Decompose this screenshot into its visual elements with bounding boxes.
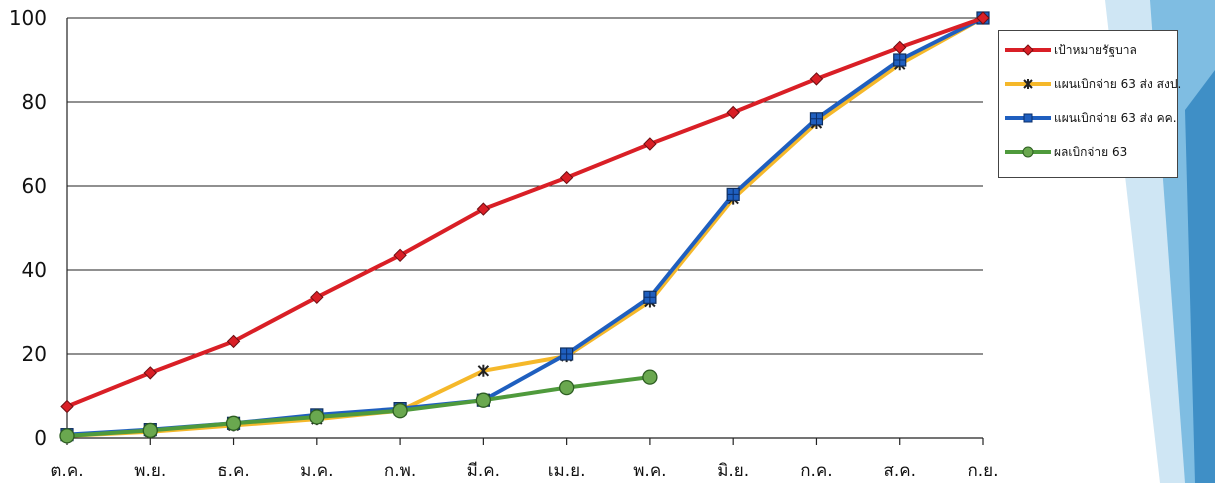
- data-point: [976, 11, 990, 25]
- y-tick-label: 60: [22, 174, 47, 198]
- data-point: [475, 392, 492, 408]
- series-0: [60, 11, 990, 414]
- data-point-detail: [810, 112, 823, 125]
- y-tick-label: 20: [22, 342, 47, 366]
- legend-item-plan-ministry: แผนเบิกจ่าย 63 ส่ง คค.: [1005, 107, 1177, 129]
- legend-swatch-plan-budget-bureau: [1005, 79, 1051, 89]
- data-point: [309, 409, 325, 425]
- series-line: [66, 375, 651, 438]
- data-point: [225, 415, 242, 431]
- y-tick-label: 80: [22, 90, 47, 114]
- data-point: [642, 369, 658, 385]
- x-tick-label: ต.ค.: [50, 461, 83, 481]
- series-line: [66, 16, 984, 438]
- label-layer: 0 20 40 60 80 100 ต.ค. พ.ย. ธ.ค. ม.ค. ก.พ. มี.ค. เม.…: [9, 6, 999, 481]
- series-2: [60, 11, 990, 442]
- x-tick-label: ก.ค.: [800, 461, 832, 481]
- y-tick-label: 0: [34, 426, 47, 450]
- data-point: [559, 170, 574, 185]
- data-point: [726, 105, 740, 120]
- x-tick-label: มี.ค.: [467, 461, 500, 481]
- x-tick-label: พ.ค.: [633, 461, 666, 481]
- legend-label: ผลเบิกจ่าย 63: [1054, 144, 1128, 159]
- series-3: [59, 369, 658, 444]
- data-point: [393, 248, 407, 263]
- legend-swatch-government-target: [1005, 44, 1051, 56]
- legend-swatch-plan-ministry: [1005, 113, 1051, 123]
- data-point: [476, 202, 491, 216]
- y-tick-label: 40: [22, 258, 47, 282]
- legend-label: แผนเบิกจ่าย 63 ส่ง สงป.: [1054, 76, 1182, 91]
- series-layer: [59, 11, 990, 444]
- data-point: [60, 399, 74, 414]
- data-point: [643, 137, 657, 151]
- legend-item-plan-budget-bureau: แผนเบิกจ่าย 63 ส่ง สงป.: [1005, 73, 1181, 95]
- data-point-detail: [727, 188, 740, 201]
- data-point: [310, 290, 324, 305]
- series-line: [66, 16, 984, 437]
- data-point: [142, 422, 158, 439]
- data-point: [59, 428, 75, 444]
- legend-label: เป้าหมายรัฐบาล: [1054, 42, 1137, 57]
- data-point-detail: [893, 54, 906, 66]
- data-point-detail: [560, 348, 573, 360]
- x-tick-label: พ.ย.: [134, 461, 166, 481]
- data-point: [143, 366, 157, 380]
- y-tick-label: 100: [9, 6, 47, 30]
- grid-layer: [67, 17, 983, 355]
- x-tick-label: ส.ค.: [883, 461, 916, 481]
- data-point: [392, 403, 408, 419]
- legend: เป้าหมายรัฐบาล แผนเบิกจ่าย 63 ส่ง สงป. แ…: [998, 30, 1181, 178]
- x-tick-label: เม.ย.: [548, 461, 586, 481]
- x-tick-label: ก.พ.: [384, 461, 416, 481]
- x-tick-label: ก.ย.: [967, 461, 998, 481]
- legend-swatch-actual-disbursement: [1005, 146, 1051, 158]
- series-line: [66, 16, 984, 409]
- legend-label: แผนเบิกจ่าย 63 ส่ง คค.: [1054, 110, 1177, 125]
- legend-item-government-target: เป้าหมายรัฐบาล: [1005, 39, 1137, 61]
- data-point: [477, 364, 490, 377]
- x-tick-label: ม.ค.: [300, 461, 333, 481]
- data-point: [893, 40, 907, 55]
- legend-item-actual-disbursement: ผลเบิกจ่าย 63: [1005, 141, 1127, 163]
- x-tick-label: ธ.ค.: [217, 461, 250, 481]
- data-point: [558, 379, 575, 396]
- axis-layer: [66, 18, 984, 445]
- decor-band-dark: [1185, 70, 1215, 483]
- data-point-detail: [643, 291, 656, 304]
- data-point: [809, 72, 824, 86]
- data-point: [226, 334, 241, 349]
- x-tick-label: มิ.ย.: [717, 461, 749, 481]
